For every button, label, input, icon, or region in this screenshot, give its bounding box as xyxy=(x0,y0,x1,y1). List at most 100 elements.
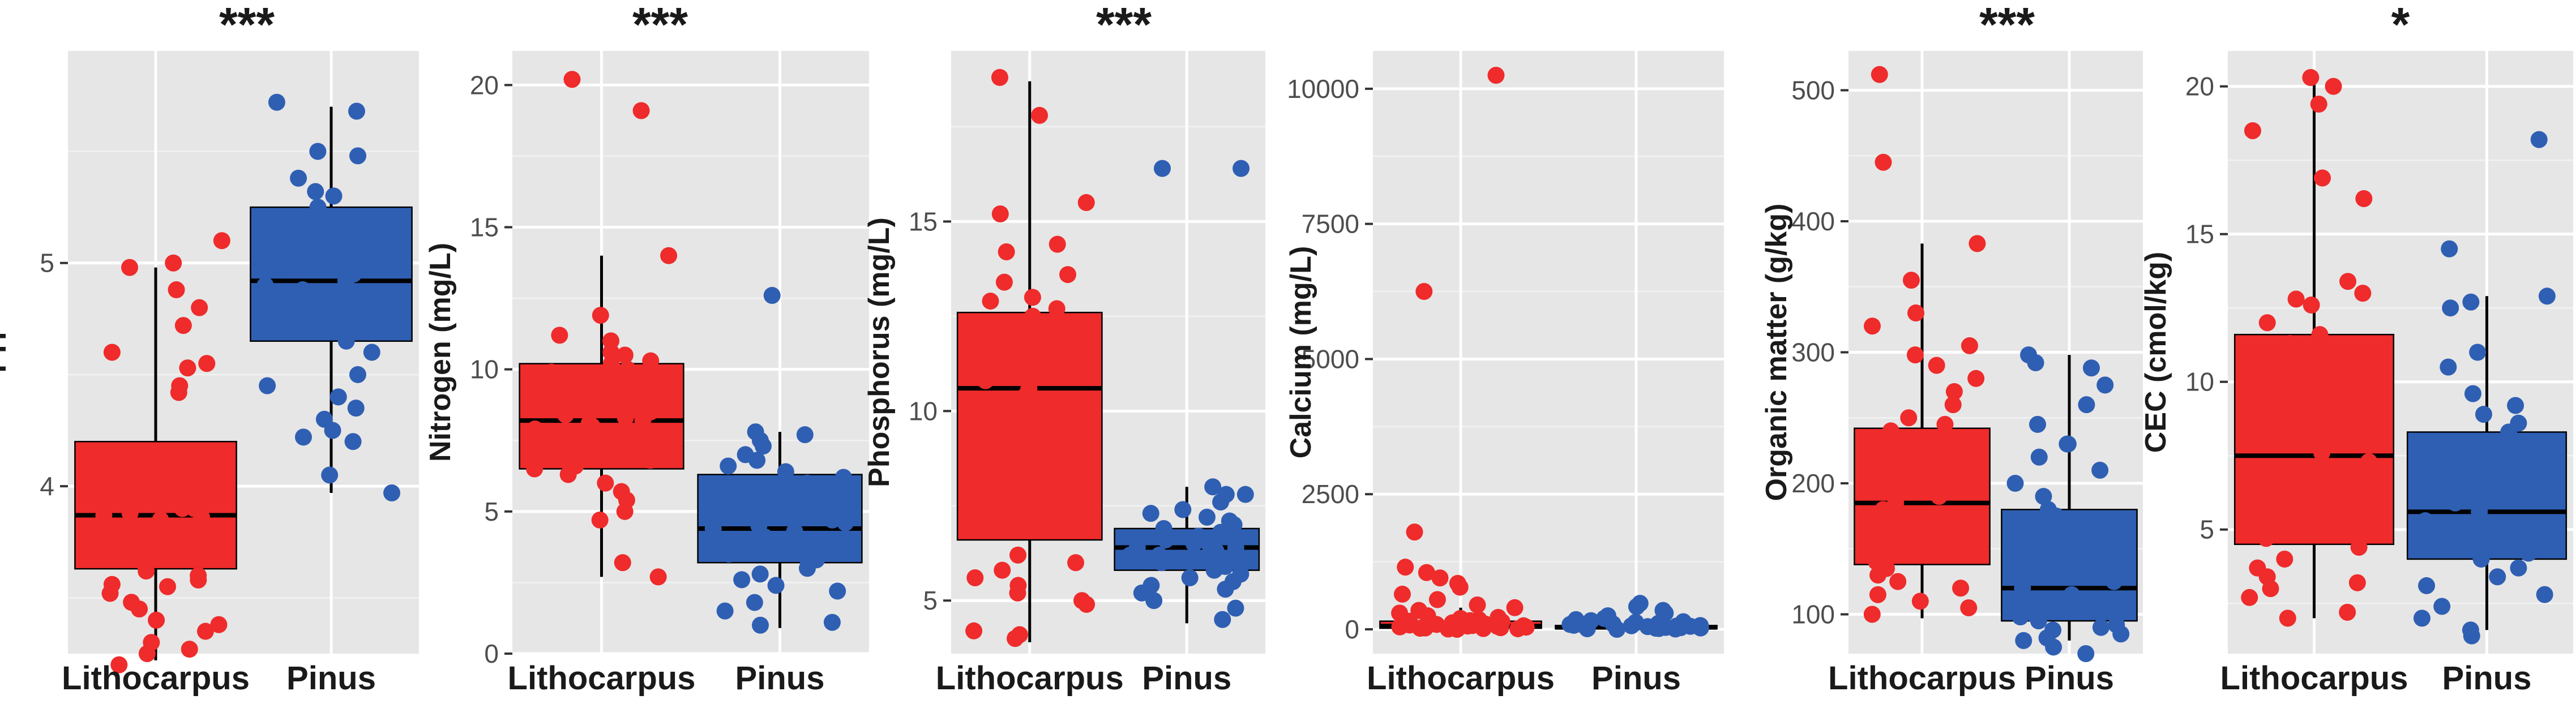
panel-6-pinus-point xyxy=(2491,486,2509,503)
panel-2-lithocarpus-point xyxy=(591,511,609,529)
panel-1-pinus-point xyxy=(349,147,367,165)
panel-6-pinus-point xyxy=(2413,609,2430,627)
panel-4-lithocarpus-point xyxy=(1449,616,1466,633)
panel-2-y-tick-label: 10 xyxy=(470,355,499,384)
panel-6-lithocarpus-box xyxy=(2233,333,2395,546)
panel-2-lithocarpus-point xyxy=(616,503,634,520)
panel-4-lithocarpus-point xyxy=(1469,596,1486,614)
panel-5-pinus-point xyxy=(2030,448,2048,466)
panel-1-lithocarpus-point xyxy=(174,500,191,517)
panel-4-lithocarpus-point xyxy=(1397,559,1414,576)
panel-3-lithocarpus-point xyxy=(1032,456,1049,473)
panel-5-lithocarpus-point xyxy=(1952,459,1969,477)
panel-6-pinus-point xyxy=(2416,512,2434,530)
panel-1-pinus-point xyxy=(383,484,401,501)
panel-1-lithocarpus-point xyxy=(152,511,169,529)
panel-3-lithocarpus-point xyxy=(1009,584,1026,602)
panel-6-pinus-point xyxy=(2440,358,2457,376)
panel-5-lithocarpus-point xyxy=(1875,153,1892,171)
panel-3-phosphorus-mg-l: 5 10 15 Phosphorus (mg/L) *** Lithocarpus Pinu… xyxy=(863,0,1265,697)
panel-3-lithocarpus-point xyxy=(977,372,994,389)
panel-1-pinus-point xyxy=(309,143,327,160)
panel-3-lithocarpus-point xyxy=(1048,300,1066,317)
panel-6-y-tick-label: 20 xyxy=(2185,72,2214,101)
panel-1-pinus-point xyxy=(369,321,387,339)
panel-6-lithocarpus-point xyxy=(2287,290,2305,308)
panel-3-pinus-point xyxy=(1214,611,1231,628)
panel-1-y-tick-label: 5 xyxy=(40,248,54,278)
panel-3-pinus-point xyxy=(1221,512,1238,530)
panel-1-x-label-pinus: Pinus xyxy=(286,660,376,697)
panel-1-lithocarpus-point xyxy=(196,549,214,566)
panel-1-pinus-point xyxy=(376,254,394,272)
panel-2-pinus-point xyxy=(786,522,803,540)
panel-6-pinus-point xyxy=(2463,627,2480,645)
panel-5-lithocarpus-point xyxy=(1954,477,1971,495)
panel-3-pinus-point xyxy=(1203,535,1220,552)
panel-6-lithocarpus-point xyxy=(2301,344,2319,361)
panel-5-lithocarpus-point xyxy=(1969,235,1986,252)
panel-4-y-tick-label: 5000 xyxy=(1302,344,1359,374)
panel-6-lithocarpus-point xyxy=(2296,426,2314,444)
panel-2-pinus-point xyxy=(799,560,816,577)
panel-2-pinus-point xyxy=(768,503,786,520)
panel-5-pinus-point xyxy=(2006,475,2024,492)
panel-1-pinus-point xyxy=(259,377,276,394)
panel-5-pinus-point xyxy=(2055,521,2073,538)
panel-6-lithocarpus-point xyxy=(2313,444,2331,461)
panel-5-lithocarpus-point xyxy=(1871,66,1888,83)
panel-5-organic-matter-g-kg: 100 200 300 400 500 Organic matter (g/kg) *** L… xyxy=(1760,0,2143,697)
panel-5-lithocarpus-point xyxy=(1952,579,1970,597)
panel-1-lithocarpus-point xyxy=(138,645,156,662)
panel-5-y-tick-label: 400 xyxy=(1791,207,1835,236)
panel-1-y-axis-title: PH xyxy=(0,332,12,372)
panel-3-lithocarpus-point xyxy=(1077,194,1095,211)
panel-3-lithocarpus-point xyxy=(966,569,984,587)
panel-5-lithocarpus-point xyxy=(1889,573,1907,590)
panel-5-pinus-point xyxy=(2045,638,2062,656)
panel-6-lithocarpus-point xyxy=(2310,95,2327,113)
panel-3-pinus-point xyxy=(1236,486,1254,503)
panel-6-lithocarpus-point xyxy=(2348,435,2365,453)
panel-3-pinus-point xyxy=(1217,581,1234,598)
panel-2-lithocarpus-point xyxy=(559,466,577,483)
panel-3-pinus-point xyxy=(1142,505,1159,522)
panel-5-lithocarpus-point xyxy=(1960,599,1978,616)
panel-6-lithocarpus-point xyxy=(2303,296,2320,314)
panel-3-lithocarpus-point xyxy=(1072,501,1090,518)
panel-5-pinus-point xyxy=(2012,608,2029,626)
panel-6-y-tick-label: 15 xyxy=(2185,220,2214,249)
panel-3-pinus-point xyxy=(1153,160,1171,177)
panel-2-lithocarpus-point xyxy=(605,446,623,463)
panel-6-lithocarpus-point xyxy=(2348,574,2366,591)
panel-2-nitrogen-mg-l: 0 5 10 15 20 Nitrogen (mg/L) *** Lithocarpus Pin… xyxy=(424,0,869,697)
panel-4-lithocarpus-point xyxy=(1515,617,1533,634)
panel-1-lithocarpus-point xyxy=(168,281,185,299)
panel-4-lithocarpus-point xyxy=(1415,283,1433,301)
panel-3-lithocarpus-point xyxy=(1009,546,1027,564)
panel-1-lithocarpus-point xyxy=(106,450,123,468)
panel-6-pinus-point xyxy=(2507,397,2524,414)
panel-3-y-tick-label: 10 xyxy=(909,396,938,426)
panel-5-lithocarpus-point xyxy=(1887,494,1905,512)
panel-2-lithocarpus-point xyxy=(602,344,620,361)
panel-1-pinus-point xyxy=(258,285,275,303)
panel-5-lithocarpus-point xyxy=(1930,488,1948,505)
panel-1-pinus-point xyxy=(363,344,380,361)
panel-5-x-label-lithocarpus: Lithocarpus xyxy=(1828,660,2016,697)
panel-3-pinus-point xyxy=(1133,584,1150,602)
panel-2-lithocarpus-point xyxy=(583,418,601,435)
panel-2-significance-label: *** xyxy=(632,0,688,51)
panel-4-lithocarpus-point xyxy=(1406,523,1423,541)
panel-2-lithocarpus-point xyxy=(616,346,634,364)
panel-5-pinus-point xyxy=(2077,645,2095,662)
panel-6-lithocarpus-point xyxy=(2325,78,2342,95)
panel-2-lithocarpus-point xyxy=(619,360,636,378)
panel-2-lithocarpus-point xyxy=(551,327,568,344)
panel-1-lithocarpus-point xyxy=(121,504,139,522)
panel-2-lithocarpus-point xyxy=(621,429,639,447)
panel-3-x-label-pinus: Pinus xyxy=(1142,660,1231,697)
panel-5-pinus-point xyxy=(2059,435,2077,453)
panel-1-lithocarpus-point xyxy=(170,384,187,401)
panel-3-lithocarpus-point xyxy=(991,205,1009,223)
